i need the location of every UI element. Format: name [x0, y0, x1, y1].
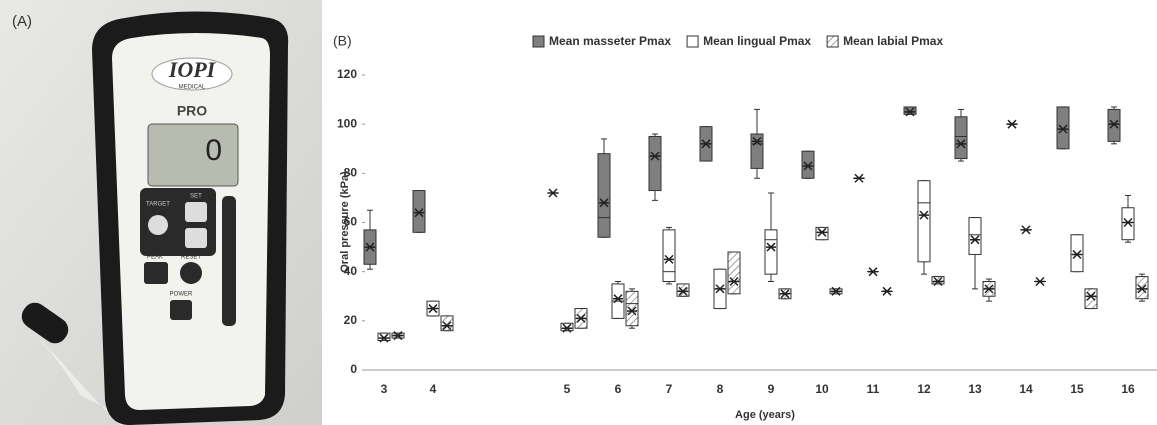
box [413, 191, 425, 233]
box [904, 107, 916, 114]
y-tick-label: 80 [344, 166, 358, 180]
mean-marker [868, 268, 878, 276]
box [955, 117, 967, 159]
x-axis-title: Age (years) [735, 409, 795, 421]
box [649, 136, 661, 190]
x-tick-label: 16 [1121, 382, 1135, 396]
down-button [185, 228, 207, 248]
button-label: RESET [181, 255, 201, 261]
x-tick-label: 11 [867, 382, 880, 396]
panel-label: (A) [12, 13, 32, 30]
x-tick-label: 14 [1019, 382, 1033, 396]
x-tick-label: 5 [564, 382, 571, 396]
box [378, 333, 390, 340]
button-label: POWER [170, 292, 193, 298]
box [1122, 208, 1134, 240]
box [765, 230, 777, 274]
mean-marker [1007, 120, 1017, 128]
x-tick-label: 10 [815, 382, 829, 396]
legend-swatch [827, 36, 838, 47]
x-tick-label: 12 [917, 382, 931, 396]
target-button [148, 215, 168, 235]
mean-marker [882, 287, 892, 295]
power-button [170, 300, 192, 320]
y-tick-label: 120 [337, 67, 357, 81]
mean-marker [1035, 278, 1045, 286]
mean-marker [548, 189, 558, 197]
box [441, 316, 453, 331]
lcd-digit: 0 [205, 134, 222, 167]
x-tick-label: 7 [666, 382, 673, 396]
box [1071, 235, 1083, 272]
box [677, 284, 689, 296]
box [1108, 109, 1120, 141]
x-tick-label: 6 [615, 382, 622, 396]
box [1057, 107, 1069, 149]
legend-swatch [533, 36, 544, 47]
box [626, 291, 638, 325]
reset-button [180, 262, 202, 284]
led-strip [222, 196, 236, 326]
brand: IOPI [168, 57, 217, 82]
model: PRO [177, 103, 207, 119]
box [1085, 289, 1097, 309]
legend-swatch [687, 36, 698, 47]
x-tick-label: 13 [968, 382, 982, 396]
y-tick-label: 60 [344, 215, 358, 229]
peak-button [144, 262, 168, 284]
x-tick-label: 4 [430, 382, 437, 396]
x-tick-label: 15 [1070, 382, 1084, 396]
panel-label: (B) [333, 33, 352, 49]
y-tick-label: 0 [350, 362, 357, 376]
figure: (A) IOPI MEDICAL PRO 0 TARGET SET PEAK R… [0, 0, 1157, 425]
button-label: PEAK [147, 255, 163, 261]
box [802, 151, 814, 178]
legend-label: Mean lingual Pmax [703, 34, 811, 48]
up-button [185, 202, 207, 222]
box [1136, 277, 1148, 299]
box [816, 227, 828, 239]
box [728, 252, 740, 294]
lcd [148, 124, 238, 186]
box [598, 154, 610, 238]
button-label: TARGET [146, 202, 170, 208]
box [751, 134, 763, 168]
box [918, 181, 930, 262]
legend-label: Mean masseter Pmax [549, 34, 671, 48]
box [932, 277, 944, 284]
x-tick-label: 8 [717, 382, 724, 396]
mean-marker [1021, 226, 1031, 234]
brand-sub: MEDICAL [179, 85, 206, 91]
y-tick-label: 100 [337, 116, 357, 130]
box [561, 323, 573, 330]
x-tick-label: 3 [381, 382, 388, 396]
x-tick-label: 9 [768, 382, 775, 396]
y-tick-label: 20 [344, 313, 358, 327]
mean-marker [854, 174, 864, 182]
panel-a: (A) IOPI MEDICAL PRO 0 TARGET SET PEAK R… [0, 0, 322, 425]
button-label: SET [190, 194, 202, 200]
legend-label: Mean labial Pmax [843, 34, 943, 48]
y-tick-label: 40 [344, 264, 358, 278]
